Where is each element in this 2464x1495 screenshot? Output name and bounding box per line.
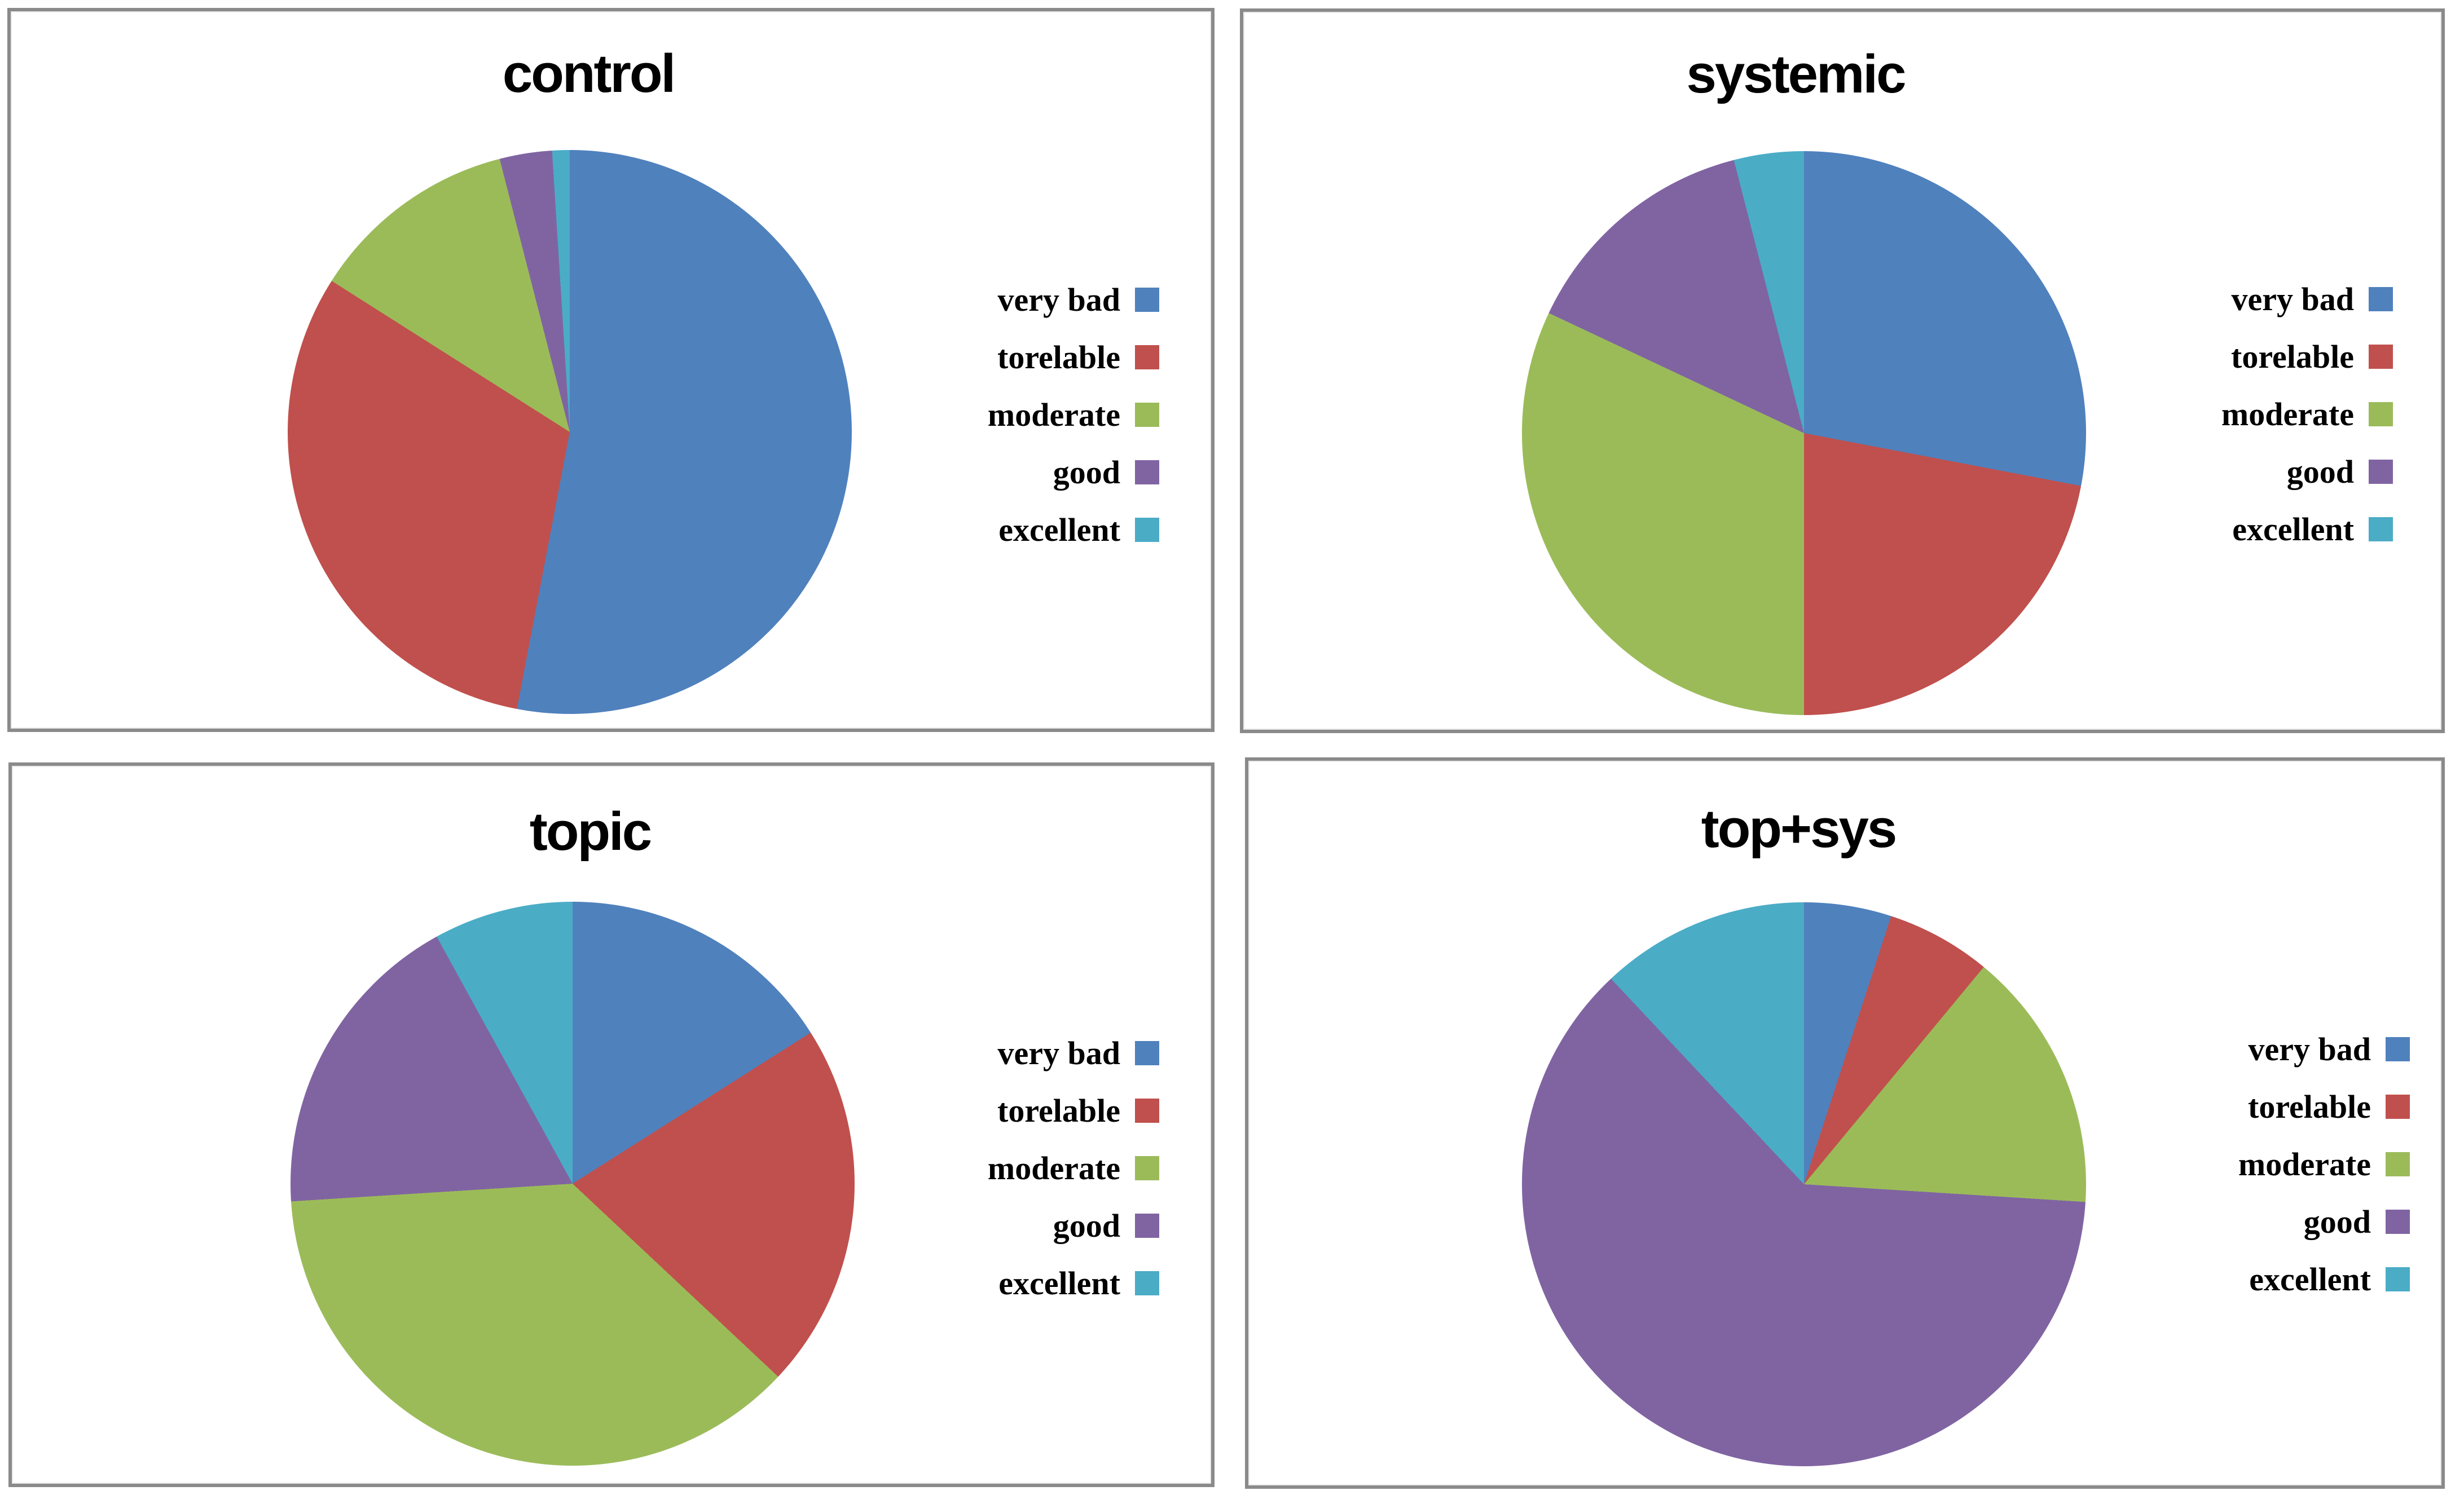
legend-swatch-good — [2386, 1209, 2410, 1234]
panel-control: control very bad torelable moderate good exc… — [7, 8, 1215, 732]
legend-item-very-bad: very bad — [2221, 270, 2393, 328]
legend-label: very bad — [997, 1034, 1121, 1071]
legend-item-good: good — [2221, 443, 2393, 500]
legend-label: excellent — [998, 1264, 1120, 1302]
legend-swatch-torelable — [2369, 344, 2393, 369]
legend-label: excellent — [998, 511, 1120, 548]
legend-swatch-good — [2369, 459, 2393, 484]
legend-label: good — [1053, 1207, 1120, 1244]
legend-label: good — [1053, 453, 1120, 491]
legend-label: torelable — [997, 338, 1120, 376]
pie-control — [288, 150, 852, 714]
legend-topic: very bad torelable moderate good excellent — [988, 1024, 1159, 1312]
legend-label: moderate — [2238, 1145, 2371, 1183]
legend-swatch-excellent — [1135, 517, 1159, 542]
legend-swatch-moderate — [2369, 402, 2393, 426]
legend-item-torelable: torelable — [988, 328, 1159, 386]
legend-label: moderate — [987, 396, 1120, 433]
legend-item-moderate: moderate — [2221, 385, 2393, 443]
legend-swatch-moderate — [1135, 402, 1159, 427]
legend-label: moderate — [987, 1149, 1120, 1187]
legend-item-torelable: torelable — [2238, 1078, 2410, 1135]
legend-topsys: very bad torelable moderate good excellent — [2238, 1020, 2410, 1308]
legend-swatch-excellent — [1135, 1271, 1159, 1295]
legend-label: very bad — [2248, 1030, 2371, 1068]
legend-swatch-torelable — [1135, 345, 1159, 369]
legend-swatch-very-bad — [1135, 1040, 1159, 1065]
legend-label: excellent — [2232, 510, 2354, 548]
pie-topic — [291, 902, 855, 1466]
legend-item-very-bad: very bad — [988, 271, 1159, 328]
legend-item-excellent: excellent — [2238, 1250, 2410, 1308]
legend-item-moderate: moderate — [988, 386, 1159, 443]
legend-swatch-moderate — [1135, 1156, 1159, 1180]
legend-swatch-good — [1135, 1213, 1159, 1238]
panel-systemic: systemic very bad torelable moderate good ex… — [1240, 8, 2445, 733]
legend-item-very-bad: very bad — [988, 1024, 1159, 1082]
legend-swatch-excellent — [2386, 1267, 2410, 1291]
legend-label: moderate — [2221, 395, 2354, 433]
legend-label: good — [2303, 1203, 2371, 1240]
legend-item-very-bad: very bad — [2238, 1020, 2410, 1078]
legend-swatch-very-bad — [2369, 286, 2393, 311]
panel-topic: topic very bad torelable moderate good excel… — [8, 762, 1215, 1487]
legend-swatch-torelable — [2386, 1094, 2410, 1119]
legend-item-good: good — [988, 443, 1159, 501]
legend-item-excellent: excellent — [2221, 500, 2393, 558]
legend-item-good: good — [988, 1197, 1159, 1254]
legend-label: good — [2286, 453, 2354, 490]
legend-item-excellent: excellent — [988, 1254, 1159, 1312]
legend-item-good: good — [2238, 1193, 2410, 1250]
chart-title-systemic: systemic — [1686, 44, 1907, 104]
legend-swatch-torelable — [1135, 1098, 1159, 1123]
legend-label: very bad — [997, 281, 1121, 318]
legend-systemic: very bad torelable moderate good excellent — [2221, 270, 2393, 558]
legend-control: very bad torelable moderate good excellent — [988, 271, 1159, 558]
legend-item-excellent: excellent — [988, 501, 1159, 558]
legend-item-torelable: torelable — [988, 1082, 1159, 1139]
legend-label: torelable — [2248, 1088, 2371, 1125]
legend-swatch-very-bad — [2386, 1037, 2410, 1061]
legend-label: torelable — [997, 1092, 1120, 1129]
legend-swatch-moderate — [2386, 1152, 2410, 1176]
panel-topsys: top+sys very bad torelable moderate good exc… — [1245, 757, 2445, 1489]
chart-title-topsys: top+sys — [1701, 799, 1897, 859]
legend-item-torelable: torelable — [2221, 328, 2393, 385]
pie-topsys — [1522, 902, 2086, 1466]
legend-swatch-very-bad — [1135, 287, 1159, 312]
pie-systemic — [1522, 151, 2086, 715]
legend-label: torelable — [2231, 338, 2354, 375]
legend-item-moderate: moderate — [988, 1139, 1159, 1197]
chart-title-control: control — [502, 43, 676, 104]
chart-title-topic: topic — [529, 801, 652, 862]
legend-swatch-good — [1135, 460, 1159, 484]
legend-swatch-excellent — [2369, 517, 2393, 541]
legend-item-moderate: moderate — [2238, 1135, 2410, 1193]
legend-label: excellent — [2249, 1260, 2371, 1298]
legend-label: very bad — [2231, 280, 2355, 317]
